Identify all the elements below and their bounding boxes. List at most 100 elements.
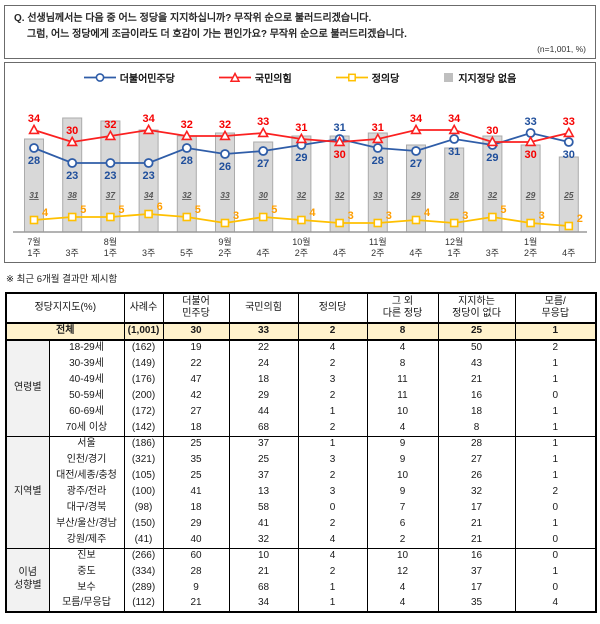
table-cell: 1 xyxy=(514,404,597,421)
group-지역별: 지역별 서울 (186) 25 37 1 9 28 1 인천/경기 (321) 35 25 3 9 27 1 대전… xyxy=(5,436,597,549)
question-box: Q. 선생님께서는 다음 중 어느 정당을 지지하십니까? 무작위 순으로 불러… xyxy=(4,5,596,60)
svg-text:30: 30 xyxy=(563,149,575,161)
group-label: 이념 성향별 xyxy=(5,548,50,613)
svg-text:2주: 2주 xyxy=(371,248,384,258)
table-cell: 32 xyxy=(228,532,299,549)
table-cell: 2 xyxy=(514,484,597,501)
table-row: 지역별 서울 (186) 25 37 1 9 28 1 xyxy=(5,436,597,549)
table-cell: 1 xyxy=(514,356,597,373)
svg-text:30: 30 xyxy=(258,190,268,200)
svg-text:1주: 1주 xyxy=(27,248,40,258)
svg-text:37: 37 xyxy=(106,190,117,200)
table-cell: 1 xyxy=(297,596,368,613)
sample-size: (112) xyxy=(123,596,164,613)
table-cell: 34 xyxy=(228,596,299,613)
table-cell: 21 xyxy=(437,372,516,389)
svg-text:33: 33 xyxy=(257,116,269,128)
table-row: 40-49세 (176) 47 18 3 11 21 1 xyxy=(6,372,597,389)
category-label: 서울 xyxy=(48,436,125,453)
table-cell: 29 xyxy=(162,516,230,533)
table-cell: 9 xyxy=(366,452,439,469)
legend-item-2: 국민의힘 xyxy=(218,70,292,85)
svg-text:33: 33 xyxy=(524,116,536,128)
table-cell: 4 xyxy=(366,580,439,597)
sample-size: (142) xyxy=(123,420,164,437)
table-cell: 9 xyxy=(366,484,439,501)
group-이념성향별: 이념 성향별 진보 (266) 60 10 4 10 16 0 중도 (334) 28 21 2 12 37 1… xyxy=(5,548,597,613)
legend-item-1: 더불어민주당 xyxy=(83,70,175,86)
table-row: 30-39세 (149) 22 24 2 8 43 1 xyxy=(6,356,597,373)
total-value: 33 xyxy=(228,323,299,341)
svg-text:3주: 3주 xyxy=(486,248,499,258)
table-cell: 0 xyxy=(514,548,597,565)
table-cell: 24 xyxy=(228,356,299,373)
table-cell: 10 xyxy=(366,404,439,421)
table-row: 대전/세종/충청 (105) 25 37 2 10 26 1 xyxy=(6,468,597,485)
table-cell: 25 xyxy=(228,452,299,469)
table-cell: 10 xyxy=(366,548,439,565)
svg-text:8월: 8월 xyxy=(104,236,117,247)
table-cell: 13 xyxy=(228,484,299,501)
table-cell: 3 xyxy=(297,452,368,469)
table-cell: 21 xyxy=(437,516,516,533)
table-cell: 37 xyxy=(228,436,299,453)
svg-text:29: 29 xyxy=(410,190,421,200)
table-cell: 19 xyxy=(162,340,230,357)
category-label: 광주/전라 xyxy=(48,484,125,501)
table-cell: 35 xyxy=(437,596,516,613)
table-cell: 4 xyxy=(297,548,368,565)
category-label: 중도 xyxy=(48,564,125,581)
svg-text:30: 30 xyxy=(486,125,498,137)
table-cell: 18 xyxy=(437,404,516,421)
svg-text:32: 32 xyxy=(181,119,193,131)
table-cell: 4 xyxy=(514,596,597,613)
crosstab-table: 정당지지도(%) 사례수 더불어 민주당 국민의힘 정의당 그 외 다른 정당 지지하는 정… xyxy=(5,292,597,614)
category-label: 보수 xyxy=(48,580,125,597)
svg-text:28: 28 xyxy=(448,190,459,200)
party-support-chart-panel: 더불어민주당 국민의힘 정의당 지지정당 없음 7월 1주 3주 8월 1주 3주 5주 9월 2주 4… xyxy=(4,62,596,264)
table-cell: 28 xyxy=(162,564,230,581)
table-cell: 0 xyxy=(514,532,597,549)
column-header: 정의당 xyxy=(297,293,368,324)
svg-text:3: 3 xyxy=(348,210,354,222)
column-header: 지지하는 정당이 없다 xyxy=(437,293,516,324)
svg-text:1월: 1월 xyxy=(524,236,537,247)
legend-label: 더불어민주당 xyxy=(119,74,175,86)
table-cell: 18 xyxy=(162,420,230,437)
group-연령별: 연령별 18-29세 (162) 19 22 4 4 50 2 30-39세 (149) 22 24 2 8… xyxy=(5,340,597,437)
svg-text:5: 5 xyxy=(118,204,124,216)
table-cell: 1 xyxy=(514,436,597,453)
crosstab-header: 정당지지도(%) 사례수 더불어 민주당 국민의힘 정의당 그 외 다른 정당 지지하는 정… xyxy=(5,293,597,324)
category-label: 40-49세 xyxy=(48,372,125,389)
svg-text:9월: 9월 xyxy=(218,236,231,247)
table-cell: 37 xyxy=(437,564,516,581)
svg-text:4주: 4주 xyxy=(333,248,346,258)
table-cell: 25 xyxy=(162,468,230,485)
total-value: 25 xyxy=(437,323,516,341)
table-row: 대구/경북 (98) 18 58 0 7 17 0 xyxy=(6,500,597,517)
table-cell: 44 xyxy=(228,404,299,421)
svg-text:3: 3 xyxy=(539,210,545,222)
category-label: 60-69세 xyxy=(48,404,125,421)
table-cell: 3 xyxy=(297,372,368,389)
table-cell: 16 xyxy=(437,388,516,405)
table-cell: 4 xyxy=(366,340,439,357)
svg-text:27: 27 xyxy=(410,158,422,170)
table-cell: 2 xyxy=(297,564,368,581)
table-cell: 0 xyxy=(297,500,368,517)
table-cell: 10 xyxy=(366,468,439,485)
chart-legend: 더불어민주당 국민의힘 정의당 지지정당 없음 xyxy=(8,70,592,85)
table-cell: 18 xyxy=(228,372,299,389)
column-header: 사례수 xyxy=(123,293,164,324)
table-cell: 60 xyxy=(162,548,230,565)
svg-text:28: 28 xyxy=(372,155,384,167)
svg-text:29: 29 xyxy=(486,152,498,164)
category-label: 30-39세 xyxy=(48,356,125,373)
category-label: 18-29세 xyxy=(48,340,125,357)
svg-text:2주: 2주 xyxy=(218,248,231,258)
svg-text:29: 29 xyxy=(295,152,307,164)
table-cell: 1 xyxy=(514,468,597,485)
table-cell: 17 xyxy=(437,580,516,597)
